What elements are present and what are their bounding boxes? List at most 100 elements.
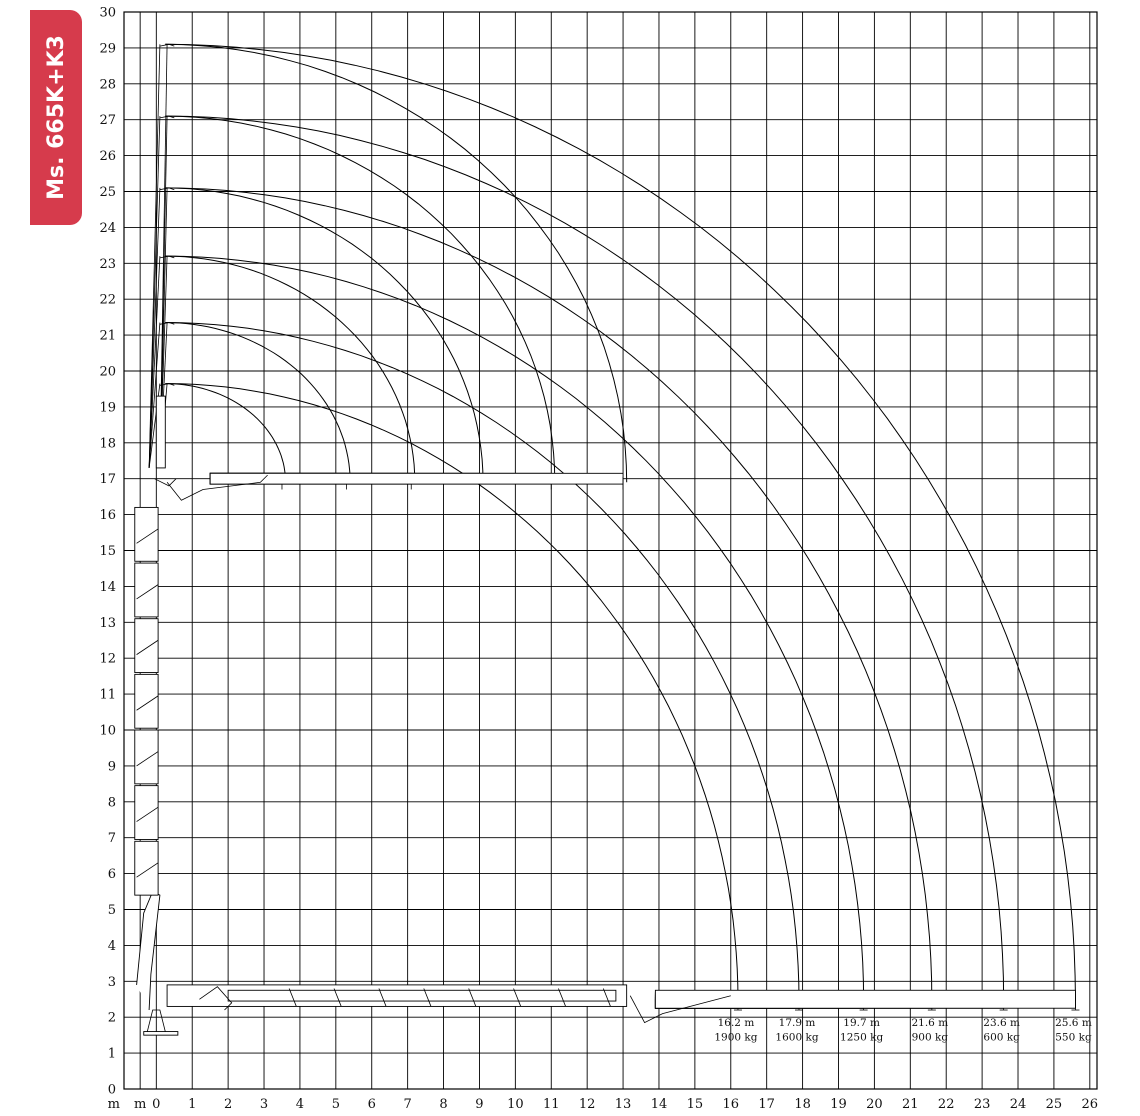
x-tick-label-8: 8 <box>439 1097 447 1112</box>
reach-envelope-4 <box>165 187 933 1002</box>
vertical-extension-7 <box>134 506 159 562</box>
load-label-3: 1250 kg <box>840 1032 883 1044</box>
y-tick-label-28: 28 <box>99 77 116 92</box>
reach-label-2: 17.9 m <box>779 1017 816 1029</box>
y-tick-label-20: 20 <box>99 365 116 380</box>
jib-arc-3 <box>165 255 416 483</box>
load-label-2: 1600 kg <box>775 1032 818 1044</box>
jib-arc-1 <box>165 383 287 483</box>
y-tick-label-11: 11 <box>99 688 116 703</box>
y-tick-label-17: 17 <box>99 472 116 487</box>
load-label-4: 900 kg <box>912 1032 949 1044</box>
boom-tip-cap-5 <box>159 115 175 119</box>
x-tick-label-17: 17 <box>758 1097 775 1112</box>
vertical-extension-2 <box>134 785 159 840</box>
vertical-extension-1 <box>134 840 159 896</box>
lower-boom-link-7 <box>558 988 566 1007</box>
grid-layer <box>123 11 1098 1090</box>
vertical-extension-link-2 <box>136 806 159 822</box>
x-tick-label-24: 24 <box>1010 1097 1027 1112</box>
y-tick-label-24: 24 <box>99 221 116 236</box>
boom-tip-cap-4 <box>159 187 175 191</box>
lower-jib-knuckle <box>629 995 731 1024</box>
lower-boom-link-8 <box>602 988 611 1007</box>
y-tick-label-1: 1 <box>108 1047 116 1062</box>
y-tick-label-8: 8 <box>108 795 116 810</box>
label-layer: 0123456789101112131415161718192021222324… <box>99 6 1098 1113</box>
lower-horizontal-boom-6 <box>654 989 1076 1009</box>
x-tick-label-4: 4 <box>296 1097 304 1112</box>
x-tick-label-9: 9 <box>475 1097 483 1112</box>
x-tick-label-3: 3 <box>260 1097 268 1112</box>
jib-arc-2 <box>165 322 351 483</box>
lower-boom-link-2 <box>333 988 342 1007</box>
load-label-6: 550 kg <box>1055 1032 1092 1044</box>
vertical-boom-left-3 <box>148 256 161 468</box>
reach-label-5: 23.6 m <box>983 1017 1020 1029</box>
lower-knuckle-joint <box>199 986 233 1011</box>
lower-boom-link-3 <box>378 988 387 1007</box>
reach-label-1: 16.2 m <box>718 1017 755 1029</box>
x-tick-label-15: 15 <box>687 1097 704 1112</box>
x-tick-label-16: 16 <box>723 1097 740 1112</box>
y-tick-label-26: 26 <box>99 149 116 164</box>
reach-envelope-6 <box>165 43 1076 1002</box>
reach-label-3: 19.7 m <box>843 1017 880 1029</box>
y-tick-label-27: 27 <box>99 113 116 128</box>
y-tick-label-16: 16 <box>99 508 116 523</box>
x-tick-label-13: 13 <box>615 1097 632 1112</box>
lower-boom-link-5 <box>468 988 477 1007</box>
vertical-extension-4 <box>134 673 159 729</box>
y-tick-label-3: 3 <box>108 975 116 990</box>
load-label-5: 600 kg <box>983 1032 1020 1044</box>
x-tick-label-23: 23 <box>974 1097 991 1112</box>
y-tick-label-15: 15 <box>99 544 116 559</box>
y-tick-label-4: 4 <box>108 939 116 954</box>
x-tick-label-5: 5 <box>332 1097 340 1112</box>
vertical-extension-6 <box>134 562 159 618</box>
vertical-boom-left-6 <box>148 44 161 468</box>
crane-base-plate <box>143 1031 179 1036</box>
x-tick-label-26: 26 <box>1082 1097 1099 1112</box>
lower-boom-link-1 <box>288 988 297 1007</box>
vertical-extension-link-5 <box>136 639 159 655</box>
x-tick-label-11: 11 <box>543 1097 560 1112</box>
boom-tip-cap-6 <box>159 43 175 47</box>
y-tick-label-7: 7 <box>108 831 116 846</box>
x-tick-label-20: 20 <box>866 1097 883 1112</box>
vertical-extension-5 <box>134 618 159 674</box>
reach-label-6: 25.6 m <box>1055 1017 1092 1029</box>
x-tick-label-m: m <box>134 1097 146 1112</box>
vertical-extension-link-6 <box>136 584 159 600</box>
y-tick-label-10: 10 <box>99 724 116 739</box>
x-tick-label-21: 21 <box>902 1097 919 1112</box>
lower-boom-link-6 <box>513 988 522 1007</box>
jib-arc-6 <box>165 43 628 483</box>
load-label-1: 1900 kg <box>714 1032 757 1044</box>
lower-main-boom-extension <box>227 989 617 1002</box>
x-axis-unit-label: m <box>108 1097 120 1112</box>
vertical-extension-link-4 <box>136 695 159 711</box>
y-tick-label-21: 21 <box>99 329 116 344</box>
y-tick-label-5: 5 <box>108 903 116 918</box>
boom-tip-cap-3 <box>159 255 175 259</box>
jib-arc-5 <box>165 115 556 483</box>
x-tick-label-25: 25 <box>1046 1097 1063 1112</box>
reach-envelope-layer <box>165 43 1076 1002</box>
y-tick-label-2: 2 <box>108 1011 116 1026</box>
y-tick-label-18: 18 <box>99 436 116 451</box>
y-tick-label-25: 25 <box>99 185 116 200</box>
crane-base-leg <box>146 1009 166 1032</box>
x-tick-label-1: 1 <box>188 1097 196 1112</box>
y-tick-label-0: 0 <box>108 1083 116 1098</box>
x-tick-label-10: 10 <box>507 1097 524 1112</box>
x-tick-label-22: 22 <box>938 1097 955 1112</box>
reach-label-4: 21.6 m <box>911 1017 948 1029</box>
vertical-extension-3 <box>134 729 159 785</box>
y-tick-label-9: 9 <box>108 759 116 774</box>
x-tick-label-19: 19 <box>830 1097 847 1112</box>
x-tick-label-2: 2 <box>224 1097 232 1112</box>
model-label-tag: Ms. 665K+K3 <box>30 10 82 225</box>
y-tick-label-6: 6 <box>108 867 116 882</box>
